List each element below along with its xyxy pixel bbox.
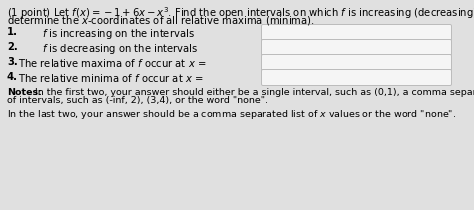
Text: 1.: 1. [7,27,18,37]
Text: In the last two, your answer should be a comma separated list of $x$ values or t: In the last two, your answer should be a… [7,108,456,121]
FancyBboxPatch shape [262,55,452,71]
Text: The relative maxima of $f$ occur at $x$ =: The relative maxima of $f$ occur at $x$ … [18,57,207,69]
Text: (1 point) Let $f(x) = -1 + 6x - x^3$. Find the open intervals on which $f$ is in: (1 point) Let $f(x) = -1 + 6x - x^3$. Fi… [7,5,474,21]
Text: $f$ is decreasing on the intervals: $f$ is decreasing on the intervals [42,42,198,56]
Text: determine the $x$-coordinates of all relative maxima (minima).: determine the $x$-coordinates of all rel… [7,14,315,27]
Text: 3.: 3. [7,57,18,67]
Text: 2.: 2. [7,42,18,52]
Text: 4.: 4. [7,72,18,82]
Text: The relative minima of $f$ occur at $x$ =: The relative minima of $f$ occur at $x$ … [18,72,204,84]
FancyBboxPatch shape [262,70,452,85]
Text: of intervals, such as (-inf, 2), (3,4), or the word "none".: of intervals, such as (-inf, 2), (3,4), … [7,97,268,105]
Text: In the first two, your answer should either be a single interval, such as (0,1),: In the first two, your answer should eit… [32,88,474,97]
Text: $f$ is increasing on the intervals: $f$ is increasing on the intervals [42,27,195,41]
Text: Notes:: Notes: [7,88,42,97]
FancyBboxPatch shape [262,39,452,55]
FancyBboxPatch shape [262,25,452,41]
